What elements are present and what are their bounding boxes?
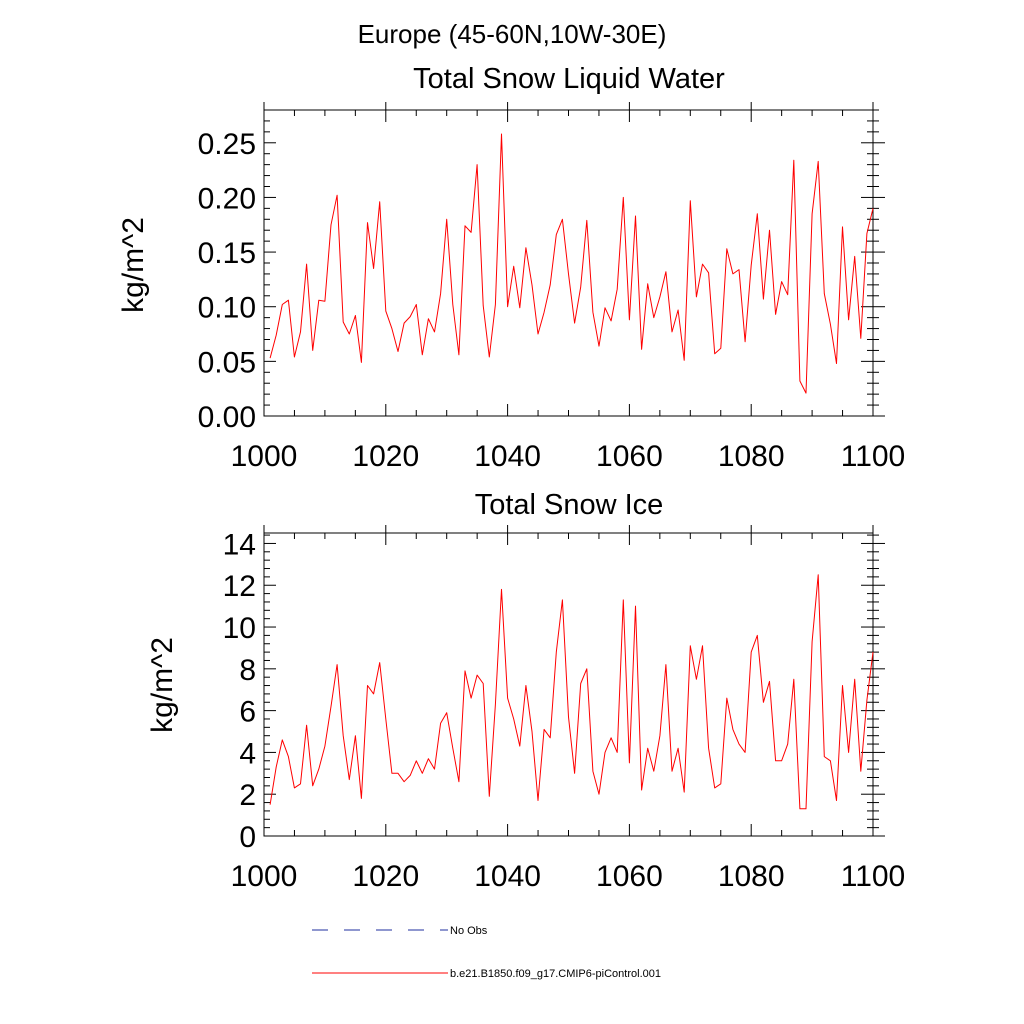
x-tick-label: 1060 — [596, 860, 663, 893]
x-tick-label: 1100 — [841, 440, 906, 473]
chart-title: Total Snow Ice — [475, 489, 664, 521]
y-tick-label: 8 — [239, 654, 256, 687]
chart-panel-snow-liquid-water: Total Snow Liquid Water kg/m^2 1000 1020 1… — [117, 63, 905, 473]
y-tick-label: 12 — [223, 570, 256, 603]
y-tick-label: 14 — [223, 528, 256, 561]
legend-obs-label: No Obs — [450, 925, 488, 937]
y-tick-label: 0.15 — [198, 237, 256, 270]
plot-frame — [263, 532, 874, 837]
x-tick-label: 1060 — [596, 440, 663, 473]
y-tick-label: 0.05 — [198, 346, 256, 379]
plot-frame — [263, 109, 874, 417]
y-tick-label: 6 — [239, 696, 256, 729]
x-tick-label: 1040 — [474, 860, 541, 893]
series-line — [269, 574, 874, 810]
y-axis-label: kg/m^2 — [146, 637, 179, 733]
y-tick-label: 0.10 — [198, 292, 256, 325]
y-tick-label: 0.00 — [198, 401, 256, 434]
y-tick-label: 0.20 — [198, 182, 256, 215]
y-tick-label: 2 — [239, 779, 256, 812]
chart-panel-snow-ice: Total Snow Ice kg/m^2 1000 1020 1040 1060 10… — [146, 489, 905, 893]
legend-model-label: b.e21.B1850.f09_g17.CMIP6-piControl.001 — [450, 968, 661, 980]
y-tick-label: 10 — [223, 612, 256, 645]
x-tick-label: 1080 — [718, 440, 785, 473]
y-tick-label: 0 — [239, 821, 256, 854]
chart-title: Total Snow Liquid Water — [413, 63, 725, 95]
x-tick-label: 1000 — [231, 440, 298, 473]
x-tick-label: 1080 — [718, 860, 785, 893]
y-tick-label: 4 — [239, 737, 256, 770]
y-axis-label: kg/m^2 — [117, 217, 150, 313]
x-tick-label: 1100 — [841, 860, 906, 893]
x-tick-label: 1040 — [474, 440, 541, 473]
y-tick-label: 0.25 — [198, 128, 256, 161]
figure-title: Europe (45-60N,10W-30E) — [358, 19, 667, 49]
x-tick-label: 1020 — [352, 860, 419, 893]
x-tick-label: 1020 — [352, 440, 419, 473]
x-tick-label: 1000 — [231, 860, 298, 893]
legend: No Obs b.e21.B1850.f09_g17.CMIP6-piContr… — [312, 925, 661, 980]
series-line — [269, 133, 874, 394]
